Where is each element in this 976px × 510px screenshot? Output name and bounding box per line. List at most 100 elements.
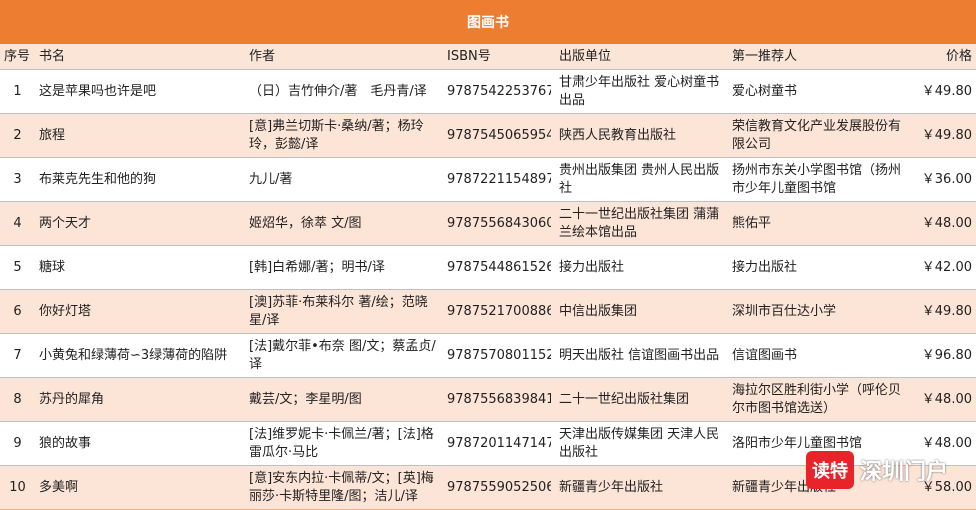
table-cell: 4 bbox=[0, 201, 35, 246]
table-cell: 爱心树童书 bbox=[728, 69, 905, 114]
cell-text: 8 bbox=[13, 391, 22, 407]
column-header: ISBN号 bbox=[443, 44, 555, 70]
cell-text: 布莱克先生和他的狗 bbox=[39, 171, 157, 187]
table-cell: （日）吉竹伸介/著 毛丹青/译 bbox=[245, 69, 443, 114]
table-cell: 布莱克先生和他的狗 bbox=[35, 157, 245, 202]
table-row: 7 小黄兔和绿薄荷∽3绿薄荷的陷阱 [法]戴尔菲•布奈 图/文；蔡孟贞/译 97875… bbox=[0, 333, 976, 378]
cell-text: 这是苹果吗也许是吧 bbox=[39, 83, 157, 99]
table-row: 3 布莱克先生和他的狗 九儿/著 9787221154897 贵州出版集团 贵州人民出版… bbox=[0, 157, 976, 202]
column-header: 第一推荐人 bbox=[728, 44, 905, 70]
cell-text: （日）吉竹伸介/著 毛丹青/译 bbox=[249, 83, 427, 99]
cell-text: 扬州市东关小学图书馆（扬州市少年儿童图书馆 bbox=[732, 162, 901, 196]
table-cell: 3 bbox=[0, 157, 35, 202]
table-cell: 9787570801152 bbox=[443, 333, 555, 378]
cell-text: 九儿/著 bbox=[249, 171, 293, 187]
table-cell: 2 bbox=[0, 113, 35, 158]
table-cell: 中信出版集团 bbox=[555, 289, 728, 334]
cell-text: 9787221154897 bbox=[447, 171, 551, 187]
table-cell: 糖球 bbox=[35, 245, 245, 290]
column-header: 作者 bbox=[245, 44, 443, 70]
table-cell: 戴芸/文；李星明/图 bbox=[245, 377, 443, 422]
table-cell: 荣信教育文化产业发展股份有限公司 bbox=[728, 113, 905, 158]
cell-text: 9787521700886 bbox=[447, 303, 551, 319]
table-cell: [意]安东内拉·卡佩蒂/文；[英]梅丽莎·卡斯特里隆/图；洁儿/译 bbox=[245, 465, 443, 510]
table-cell: 扬州市东关小学图书馆（扬州市少年儿童图书馆 bbox=[728, 157, 905, 202]
cell-text: 5 bbox=[13, 259, 22, 275]
table-cell: 10 bbox=[0, 465, 35, 510]
table-row: 1 这是苹果吗也许是吧 （日）吉竹伸介/著 毛丹青/译 9787542253767 甘肃… bbox=[0, 69, 976, 114]
cell-text: ￥49.80 bbox=[921, 127, 972, 143]
cell-text: 7 bbox=[13, 347, 22, 363]
table-cell: 天津出版传媒集团 天津人民出版社 bbox=[555, 421, 728, 466]
table-cell: 陕西人民教育出版社 bbox=[555, 113, 728, 158]
table-cell: 1 bbox=[0, 69, 35, 114]
table-row: 8 苏丹的犀角 戴芸/文；李星明/图 9787556839841 二十一世纪出版社集团 海… bbox=[0, 377, 976, 422]
table-cell: ￥49.80 bbox=[905, 113, 976, 158]
table-cell: 海拉尔区胜利街小学（呼伦贝尔市图书馆选送） bbox=[728, 377, 905, 422]
cell-text: 海拉尔区胜利街小学（呼伦贝尔市图书馆选送） bbox=[732, 382, 901, 416]
cell-text: 二十一世纪出版社集团 bbox=[559, 391, 690, 407]
table-cell: 二十一世纪出版社集团 蒲蒲兰绘本馆出品 bbox=[555, 201, 728, 246]
table-cell: 9787521700886 bbox=[443, 289, 555, 334]
cell-text: [法]维罗妮卡·卡佩兰/著；[法]格雷瓜尔·马比 bbox=[249, 426, 434, 460]
table-cell: ￥42.00 bbox=[905, 245, 976, 290]
cell-text: 9787559052506 bbox=[447, 479, 551, 495]
cell-text: 姬炤华，徐萃 文/图 bbox=[249, 215, 362, 231]
cell-text: 新疆青少年出版社 bbox=[559, 479, 664, 495]
column-header: 价格 bbox=[905, 44, 976, 70]
table-cell: 9787556839841 bbox=[443, 377, 555, 422]
table-cell: 6 bbox=[0, 289, 35, 334]
cell-text: ￥49.80 bbox=[921, 303, 972, 319]
table-cell: 九儿/著 bbox=[245, 157, 443, 202]
book-table: 序号 书名 作者 ISBN号 出版单位 第一推荐人 价格 1 这是苹果吗也许是吧 （日）吉竹伸介/… bbox=[0, 44, 976, 510]
cell-text: [意]弗兰切斯卡·桑纳/著；杨玲玲，彭懿/译 bbox=[249, 118, 424, 152]
cell-text: 9 bbox=[13, 435, 22, 451]
cell-text: 信谊图画书 bbox=[732, 347, 798, 363]
table-body: 序号 书名 作者 ISBN号 出版单位 第一推荐人 价格 1 这是苹果吗也许是吧 （日）吉竹伸介/… bbox=[0, 44, 976, 510]
cell-text: 9787556843060 bbox=[447, 215, 551, 231]
table-cell: ￥48.00 bbox=[905, 421, 976, 466]
table-title: 图画书 bbox=[0, 0, 976, 44]
cell-text: 甘肃少年出版社 爱心树童书出品 bbox=[559, 74, 720, 108]
table-cell: 9 bbox=[0, 421, 35, 466]
watermark-text: 深圳门户 bbox=[859, 460, 948, 485]
table-cell: [法]维罗妮卡·卡佩兰/著；[法]格雷瓜尔·马比 bbox=[245, 421, 443, 466]
table-cell: [法]戴尔菲•布奈 图/文；蔡孟贞/译 bbox=[245, 333, 443, 378]
cell-text: 9787542253767 bbox=[447, 83, 551, 99]
cell-text: 戴芸/文；李星明/图 bbox=[249, 391, 362, 407]
table-cell: ￥49.80 bbox=[905, 69, 976, 114]
column-header: 书名 bbox=[35, 44, 245, 70]
cell-text: 深圳市百仕达小学 bbox=[732, 303, 837, 319]
cell-text: 两个天才 bbox=[39, 215, 92, 231]
table-row: 2 旅程 [意]弗兰切斯卡·桑纳/著；杨玲玲，彭懿/译 9787545065954 陕西… bbox=[0, 113, 976, 158]
header-row: 序号 书名 作者 ISBN号 出版单位 第一推荐人 价格 bbox=[0, 44, 976, 70]
table-row: 4 两个天才 姬炤华，徐萃 文/图 9787556843060 二十一世纪出版社集团 蒲… bbox=[0, 201, 976, 246]
table-cell: 信谊图画书 bbox=[728, 333, 905, 378]
cell-text: 9787570801152 bbox=[447, 347, 551, 363]
cell-text: ￥48.00 bbox=[921, 435, 972, 451]
cell-text: 9787544861526 bbox=[447, 259, 551, 275]
cell-text: ￥48.00 bbox=[921, 391, 972, 407]
table-cell: 5 bbox=[0, 245, 35, 290]
cell-text: ￥48.00 bbox=[921, 215, 972, 231]
cell-text: 1 bbox=[13, 83, 22, 99]
table-cell: 7 bbox=[0, 333, 35, 378]
column-header: 序号 bbox=[0, 44, 35, 70]
cell-text: ￥49.80 bbox=[921, 83, 972, 99]
cell-text: 洛阳市少年儿童图书馆 bbox=[732, 435, 863, 451]
table-cell: [意]弗兰切斯卡·桑纳/著；杨玲玲，彭懿/译 bbox=[245, 113, 443, 158]
table-cell: 小黄兔和绿薄荷∽3绿薄荷的陷阱 bbox=[35, 333, 245, 378]
table-cell: ￥48.00 bbox=[905, 201, 976, 246]
table-cell: 贵州出版集团 贵州人民出版社 bbox=[555, 157, 728, 202]
cell-text: 3 bbox=[13, 171, 22, 187]
table-cell: 明天出版社 信谊图画书出品 bbox=[555, 333, 728, 378]
table-cell: 9787201147147 bbox=[443, 421, 555, 466]
table-cell: 9787559052506 bbox=[443, 465, 555, 510]
cell-text: 贵州出版集团 贵州人民出版社 bbox=[559, 162, 720, 196]
cell-text: 荣信教育文化产业发展股份有限公司 bbox=[732, 118, 901, 152]
table-cell: 多美啊 bbox=[35, 465, 245, 510]
table-cell: 苏丹的犀角 bbox=[35, 377, 245, 422]
table-cell: 熊佑平 bbox=[728, 201, 905, 246]
watermark-logo: 读特 bbox=[805, 451, 854, 489]
